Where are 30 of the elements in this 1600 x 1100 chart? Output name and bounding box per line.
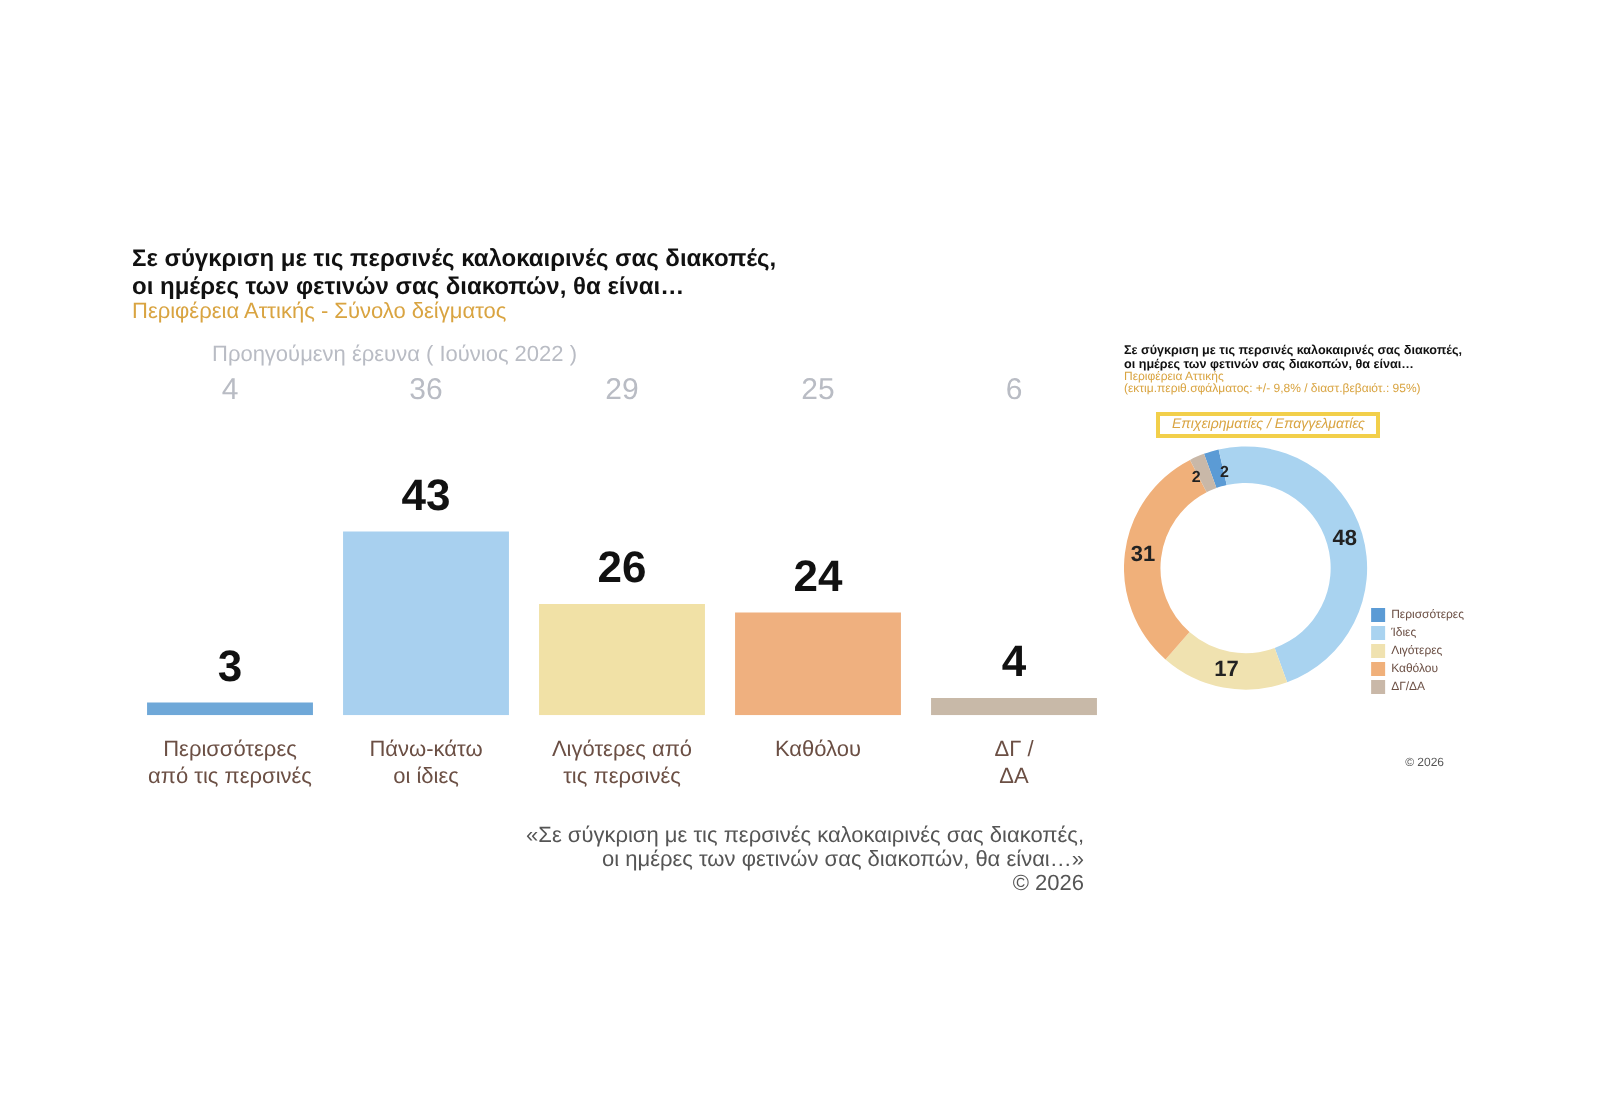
bar [735,612,901,716]
chart-subtitle: Περιφέρεια Αττικής - Σύνολο δείγματος [132,300,509,324]
bar [343,531,509,716]
x-tick-label: ΔΓ / ΔΑ [994,738,1036,789]
text: «Σε σύγκριση με τις περσινές καλοκαιρινές σας διακοπές, οι ημέρες των φετινών σας διακοπών, θα είναι…» [524,824,1084,872]
text: Προηγούμενη έρευνα ( Ιούνιος 2022 ) [212,343,577,368]
data-label: 24 [793,550,844,601]
text: 36 [409,373,443,408]
data-label: 17 [1214,657,1239,682]
x-tick-label: Λιγότερες από τις περσινές [551,738,693,789]
text: 29 [605,373,639,408]
data-label: 4 [1001,636,1028,687]
bar [539,604,705,716]
text: 6 [1005,373,1023,408]
data-label: 31 [1130,543,1156,568]
text: 25 [801,373,835,408]
bar [147,702,313,716]
x-tick-label: Περισσότερες από τις περσινές [148,738,312,789]
data-label: 43 [401,469,451,520]
x-tick-label: Πάνω-κάτω οι ίδιες [369,738,484,789]
chart-title: Σε σύγκριση με τις περσινές καλοκαιρινές σας διακοπές, οι ημέρες των φετινών σας διακοπών, θα είναι… [132,244,779,300]
data-label: 2 [1191,467,1202,486]
text: © 2026 [1010,872,1084,896]
bar [931,698,1097,716]
data-label: 48 [1332,526,1357,551]
data-label: 3 [217,640,243,691]
data-label: 26 [597,542,647,593]
text: 4 [221,373,239,408]
x-tick-label: Καθόλου [774,738,862,763]
data-label: 2 [1219,463,1230,482]
